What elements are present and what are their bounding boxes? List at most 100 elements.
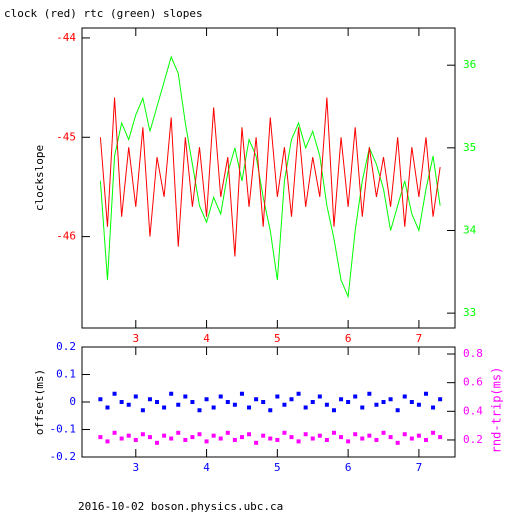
point [282,430,287,435]
point [374,402,379,407]
point [324,437,329,442]
y2-tick-label: 0.4 [463,404,483,417]
point [232,437,237,442]
point [388,397,393,402]
point [289,435,294,440]
point [190,400,195,404]
point [282,402,287,407]
point [289,397,294,402]
point [211,405,216,410]
point [367,391,372,396]
point [416,402,421,407]
point [105,439,110,444]
point [261,433,266,438]
point [247,405,252,410]
point [247,432,252,437]
point [339,435,344,440]
point [133,394,138,399]
point [239,435,244,440]
point [324,402,329,407]
point [381,400,386,404]
point [353,432,358,437]
point [176,430,181,435]
point [296,439,301,444]
point [176,402,181,407]
y2-tick-label: 0.8 [463,347,483,360]
y-tick-label: -46 [56,230,76,243]
point [190,435,195,440]
point [438,397,443,402]
point [105,405,110,410]
y2-tick-label: 33 [463,306,476,319]
point [261,400,266,404]
point [126,433,131,438]
point [360,405,365,410]
point [155,400,160,404]
point [218,394,223,399]
y-tick-label: -0.1 [50,423,77,436]
point [147,397,152,402]
point [367,433,372,438]
y2-tick-label: 0.6 [463,376,483,389]
y2-tick-label: 36 [463,58,476,71]
point [438,435,443,440]
x-tick-label: 4 [203,332,210,345]
point [402,394,407,399]
point [395,440,400,445]
y-axis-label: clockslope [33,145,46,211]
y-tick-label: 0.2 [56,340,76,353]
point [218,436,223,441]
point [431,405,436,410]
point [310,400,315,404]
footer: 2016-10-02 boson.physics.ubc.ca [78,500,283,512]
x-tick-label: 7 [416,461,423,474]
x-tick-label: 5 [274,461,281,474]
point [388,435,393,440]
y-tick-label: -0.2 [50,450,77,463]
point [275,437,280,442]
point [169,391,174,396]
point [303,405,308,410]
point [140,408,145,413]
y2-tick-label: 0.2 [463,433,483,446]
point [126,402,131,407]
x-tick-label: 3 [132,461,139,474]
point [197,432,202,437]
x-tick-label: 6 [345,332,352,345]
point [147,435,152,440]
point [268,408,273,413]
point [232,402,237,407]
point [98,397,103,402]
point [423,437,428,442]
point [346,400,351,404]
y-tick-label: 0.1 [56,368,76,381]
point [119,400,124,404]
point [155,440,160,445]
point [254,397,259,402]
point [409,400,414,404]
y-tick-label: 0 [69,395,76,408]
point [204,397,209,402]
point [402,432,407,437]
point [275,394,280,399]
point [331,408,336,413]
x-tick-label: 4 [203,461,210,474]
point [353,394,358,399]
y2-tick-label: 35 [463,141,476,154]
y2-axis-label: rnd-trip(ms) [490,367,504,454]
point [197,408,202,413]
point [211,433,216,438]
point [296,391,301,396]
point [169,436,174,441]
point [431,430,436,435]
point [268,436,273,441]
point [317,433,322,438]
point [183,394,188,399]
point [360,436,365,441]
point [423,391,428,396]
series-line [99,55,441,299]
point [112,430,117,435]
x-tick-label: 7 [416,332,423,345]
x-tick-label: 6 [345,461,352,474]
